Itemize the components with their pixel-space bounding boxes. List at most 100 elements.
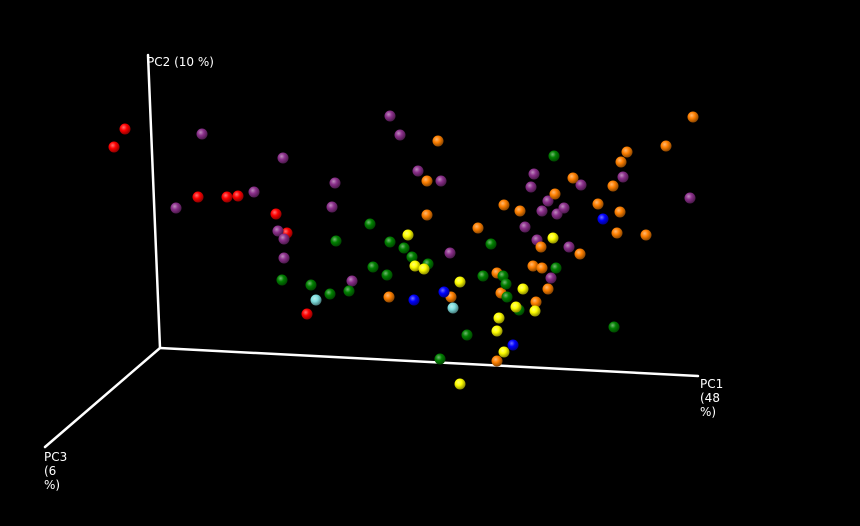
- pc2-axis-line: [146, 53, 162, 350]
- data-point: [558, 202, 570, 214]
- data-point: [381, 269, 393, 281]
- data-point: [409, 260, 421, 272]
- data-point: [477, 270, 489, 282]
- data-point: [406, 251, 418, 263]
- data-point: [119, 123, 131, 135]
- data-point: [545, 272, 557, 284]
- data-point: [447, 302, 459, 314]
- data-point: [500, 278, 512, 290]
- data-point: [498, 346, 510, 358]
- data-point: [485, 238, 497, 250]
- data-point: [438, 286, 450, 298]
- data-point: [611, 227, 623, 239]
- data-point: [535, 241, 547, 253]
- pc2-axis-label: PC2 (10 %): [147, 55, 214, 69]
- data-point: [221, 191, 233, 203]
- data-point: [310, 294, 322, 306]
- pc1-axis-line: [158, 346, 700, 378]
- data-point: [491, 325, 503, 337]
- data-point: [550, 262, 562, 274]
- data-point: [461, 329, 473, 341]
- data-point: [597, 213, 609, 225]
- data-point: [574, 248, 586, 260]
- data-point: [519, 221, 531, 233]
- data-point: [528, 168, 540, 180]
- data-point: [276, 274, 288, 286]
- data-point: [514, 205, 526, 217]
- data-point: [621, 146, 633, 158]
- data-point: [575, 179, 587, 191]
- data-point: [278, 233, 290, 245]
- data-point: [432, 135, 444, 147]
- data-point: [418, 263, 430, 275]
- data-point: [510, 301, 522, 313]
- data-point: [329, 177, 341, 189]
- data-point: [547, 232, 559, 244]
- data-point: [567, 172, 579, 184]
- data-point: [660, 140, 672, 152]
- data-point: [542, 195, 554, 207]
- data-point: [493, 312, 505, 324]
- data-point: [384, 110, 396, 122]
- data-point: [563, 241, 575, 253]
- data-point: [277, 152, 289, 164]
- data-point: [364, 218, 376, 230]
- data-point: [472, 222, 484, 234]
- data-point: [454, 276, 466, 288]
- data-point: [536, 205, 548, 217]
- data-point: [615, 156, 627, 168]
- data-point: [324, 288, 336, 300]
- data-point: [617, 171, 629, 183]
- data-point: [305, 279, 317, 291]
- data-point: [330, 235, 342, 247]
- data-point: [248, 186, 260, 198]
- data-point: [525, 181, 537, 193]
- data-point: [548, 150, 560, 162]
- data-point: [170, 202, 182, 214]
- data-point: [498, 199, 510, 211]
- pc1-axis-label: PC1 (48 %): [700, 377, 727, 419]
- data-point: [232, 190, 244, 202]
- pc3-axis-line: [43, 346, 162, 449]
- data-point: [326, 201, 338, 213]
- data-point: [607, 180, 619, 192]
- data-point: [270, 208, 282, 220]
- data-point: [527, 260, 539, 272]
- data-point: [412, 165, 424, 177]
- data-point: [687, 111, 699, 123]
- data-point: [108, 141, 120, 153]
- data-point: [301, 308, 313, 320]
- data-point: [346, 275, 358, 287]
- data-point: [640, 229, 652, 241]
- data-point: [592, 198, 604, 210]
- data-point: [491, 355, 503, 367]
- data-point: [501, 291, 513, 303]
- data-point: [421, 175, 433, 187]
- data-point: [398, 242, 410, 254]
- data-point: [408, 294, 420, 306]
- data-point: [435, 175, 447, 187]
- data-point: [343, 285, 355, 297]
- pc3-axis-label: PC3 (6 %): [44, 450, 71, 492]
- data-point: [542, 283, 554, 295]
- data-point: [608, 321, 620, 333]
- data-point: [530, 296, 542, 308]
- data-point: [614, 206, 626, 218]
- data-point: [383, 291, 395, 303]
- data-points: [108, 110, 699, 390]
- data-point: [278, 252, 290, 264]
- data-point: [507, 339, 519, 351]
- data-point: [549, 188, 561, 200]
- data-point: [367, 261, 379, 273]
- data-point: [421, 209, 433, 221]
- data-point: [529, 305, 541, 317]
- data-point: [454, 378, 466, 390]
- data-point: [536, 262, 548, 274]
- data-point: [272, 225, 284, 237]
- data-point: [192, 191, 204, 203]
- data-point: [196, 128, 208, 140]
- data-point: [394, 129, 406, 141]
- data-point: [444, 247, 456, 259]
- data-point: [684, 192, 696, 204]
